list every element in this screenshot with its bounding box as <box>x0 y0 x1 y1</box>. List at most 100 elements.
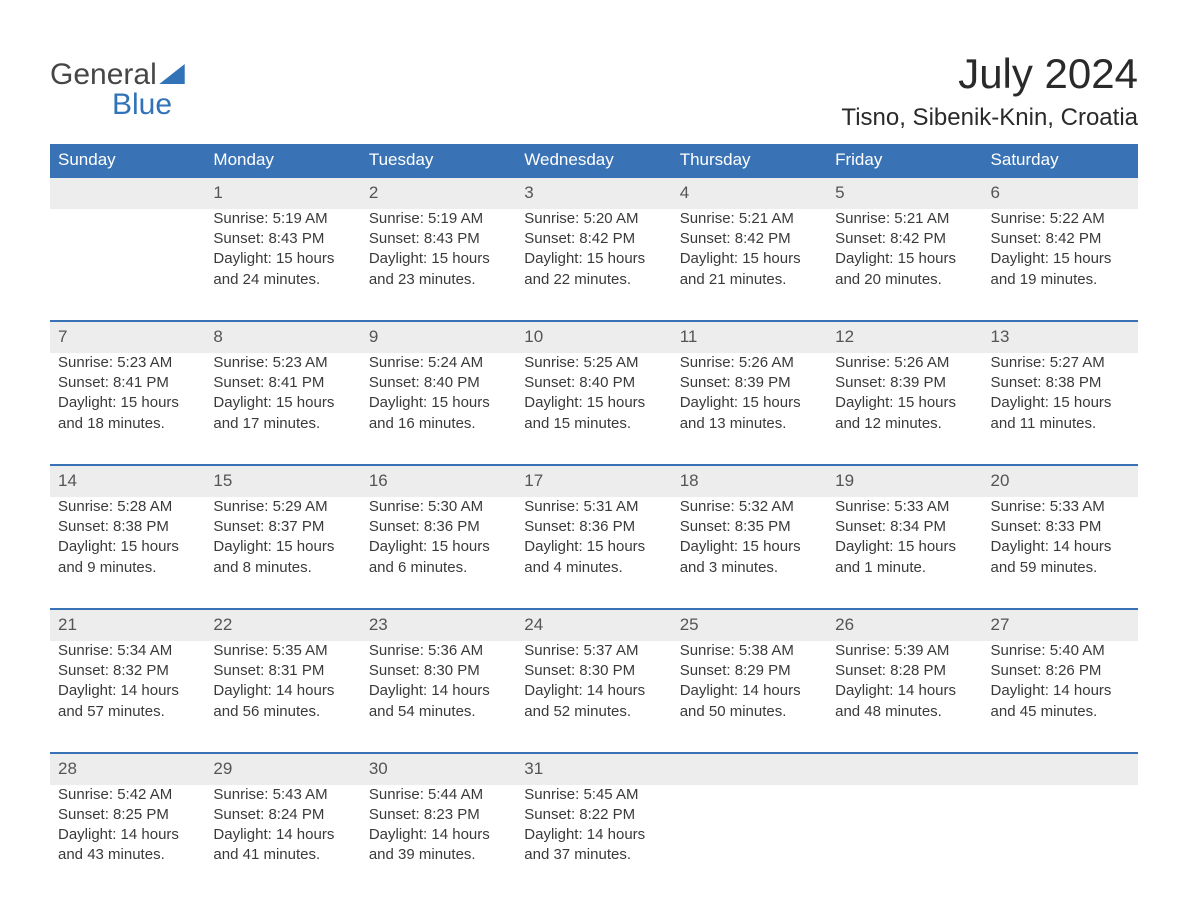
sunrise-text: Sunrise: 5:44 AM <box>369 785 508 805</box>
day-content: Sunrise: 5:35 AMSunset: 8:31 PMDaylight:… <box>213 641 352 722</box>
day-content: Sunrise: 5:33 AMSunset: 8:33 PMDaylight:… <box>991 497 1130 578</box>
daylight-text: Daylight: 15 hours and 21 minutes. <box>680 249 819 290</box>
day-number: 26 <box>835 612 974 639</box>
daylight-text: Daylight: 14 hours and 43 minutes. <box>58 825 197 866</box>
sunset-text: Sunset: 8:30 PM <box>369 661 508 681</box>
day-content: Sunrise: 5:20 AMSunset: 8:42 PMDaylight:… <box>524 209 663 290</box>
day-number-cell: 9 <box>361 321 516 353</box>
day-number: 14 <box>58 468 197 495</box>
sunset-text: Sunset: 8:42 PM <box>991 229 1130 249</box>
day-cell: Sunrise: 5:40 AMSunset: 8:26 PMDaylight:… <box>983 641 1138 753</box>
day-number: 1 <box>213 180 352 207</box>
sunset-text: Sunset: 8:24 PM <box>213 805 352 825</box>
daylight-text: Daylight: 15 hours and 15 minutes. <box>524 393 663 434</box>
daylight-text: Daylight: 15 hours and 16 minutes. <box>369 393 508 434</box>
day-content: Sunrise: 5:27 AMSunset: 8:38 PMDaylight:… <box>991 353 1130 434</box>
day-number: 23 <box>369 612 508 639</box>
day-cell: Sunrise: 5:21 AMSunset: 8:42 PMDaylight:… <box>827 209 982 321</box>
day-number: 27 <box>991 612 1130 639</box>
day-content: Sunrise: 5:21 AMSunset: 8:42 PMDaylight:… <box>680 209 819 290</box>
daylight-text: Daylight: 14 hours and 54 minutes. <box>369 681 508 722</box>
day-content: Sunrise: 5:22 AMSunset: 8:42 PMDaylight:… <box>991 209 1130 290</box>
sunset-text: Sunset: 8:31 PM <box>213 661 352 681</box>
sunset-text: Sunset: 8:29 PM <box>680 661 819 681</box>
day-number-cell: 22 <box>205 609 360 641</box>
daylight-text: Daylight: 14 hours and 45 minutes. <box>991 681 1130 722</box>
day-cell: Sunrise: 5:29 AMSunset: 8:37 PMDaylight:… <box>205 497 360 609</box>
day-number-cell: 4 <box>672 177 827 209</box>
sunrise-text: Sunrise: 5:19 AM <box>213 209 352 229</box>
sunset-text: Sunset: 8:42 PM <box>680 229 819 249</box>
day-number-cell <box>672 753 827 785</box>
daylight-text: Daylight: 15 hours and 24 minutes. <box>213 249 352 290</box>
day-cell: Sunrise: 5:24 AMSunset: 8:40 PMDaylight:… <box>361 353 516 465</box>
day-cell: Sunrise: 5:30 AMSunset: 8:36 PMDaylight:… <box>361 497 516 609</box>
sunset-text: Sunset: 8:35 PM <box>680 517 819 537</box>
sunset-text: Sunset: 8:26 PM <box>991 661 1130 681</box>
day-number: 17 <box>524 468 663 495</box>
day-cell: Sunrise: 5:26 AMSunset: 8:39 PMDaylight:… <box>827 353 982 465</box>
sunset-text: Sunset: 8:38 PM <box>991 373 1130 393</box>
sunrise-text: Sunrise: 5:22 AM <box>991 209 1130 229</box>
day-content: Sunrise: 5:45 AMSunset: 8:22 PMDaylight:… <box>524 785 663 866</box>
sunrise-text: Sunrise: 5:30 AM <box>369 497 508 517</box>
sunrise-text: Sunrise: 5:34 AM <box>58 641 197 661</box>
sunset-text: Sunset: 8:39 PM <box>680 373 819 393</box>
day-cell: Sunrise: 5:20 AMSunset: 8:42 PMDaylight:… <box>516 209 671 321</box>
day-header: Friday <box>827 144 982 177</box>
daylight-text: Daylight: 15 hours and 8 minutes. <box>213 537 352 578</box>
day-number-cell <box>983 753 1138 785</box>
day-content: Sunrise: 5:44 AMSunset: 8:23 PMDaylight:… <box>369 785 508 866</box>
sunset-text: Sunset: 8:40 PM <box>369 373 508 393</box>
day-content: Sunrise: 5:29 AMSunset: 8:37 PMDaylight:… <box>213 497 352 578</box>
daylight-text: Daylight: 14 hours and 41 minutes. <box>213 825 352 866</box>
day-number-cell: 23 <box>361 609 516 641</box>
day-number-cell: 3 <box>516 177 671 209</box>
day-number-cell <box>827 753 982 785</box>
day-content: Sunrise: 5:36 AMSunset: 8:30 PMDaylight:… <box>369 641 508 722</box>
sunrise-text: Sunrise: 5:21 AM <box>835 209 974 229</box>
day-cell: Sunrise: 5:19 AMSunset: 8:43 PMDaylight:… <box>361 209 516 321</box>
sunset-text: Sunset: 8:37 PM <box>213 517 352 537</box>
day-number-cell: 10 <box>516 321 671 353</box>
daylight-text: Daylight: 15 hours and 23 minutes. <box>369 249 508 290</box>
day-content: Sunrise: 5:37 AMSunset: 8:30 PMDaylight:… <box>524 641 663 722</box>
daylight-text: Daylight: 15 hours and 18 minutes. <box>58 393 197 434</box>
daylight-text: Daylight: 14 hours and 52 minutes. <box>524 681 663 722</box>
day-number: 11 <box>680 324 819 351</box>
sunrise-text: Sunrise: 5:26 AM <box>680 353 819 373</box>
day-number-cell: 30 <box>361 753 516 785</box>
sunrise-text: Sunrise: 5:24 AM <box>369 353 508 373</box>
daylight-text: Daylight: 15 hours and 13 minutes. <box>680 393 819 434</box>
day-number-cell: 5 <box>827 177 982 209</box>
day-number: 18 <box>680 468 819 495</box>
day-content: Sunrise: 5:23 AMSunset: 8:41 PMDaylight:… <box>58 353 197 434</box>
title-block: July 2024 Tisno, Sibenik-Knin, Croatia <box>841 50 1138 132</box>
daylight-text: Daylight: 14 hours and 39 minutes. <box>369 825 508 866</box>
day-number-cell: 24 <box>516 609 671 641</box>
sunrise-text: Sunrise: 5:38 AM <box>680 641 819 661</box>
sunrise-text: Sunrise: 5:45 AM <box>524 785 663 805</box>
day-cell: Sunrise: 5:26 AMSunset: 8:39 PMDaylight:… <box>672 353 827 465</box>
brand-sail-icon <box>159 60 185 90</box>
day-number: 6 <box>991 180 1130 207</box>
day-cell: Sunrise: 5:34 AMSunset: 8:32 PMDaylight:… <box>50 641 205 753</box>
day-header: Tuesday <box>361 144 516 177</box>
day-number-cell: 27 <box>983 609 1138 641</box>
sunset-text: Sunset: 8:40 PM <box>524 373 663 393</box>
day-number: 3 <box>524 180 663 207</box>
day-number-cell: 31 <box>516 753 671 785</box>
day-cell: Sunrise: 5:38 AMSunset: 8:29 PMDaylight:… <box>672 641 827 753</box>
day-number: 29 <box>213 756 352 783</box>
day-number: 2 <box>369 180 508 207</box>
day-number-cell: 12 <box>827 321 982 353</box>
day-number: 20 <box>991 468 1130 495</box>
day-number-cell: 13 <box>983 321 1138 353</box>
day-number: 13 <box>991 324 1130 351</box>
day-number: 5 <box>835 180 974 207</box>
sunrise-text: Sunrise: 5:40 AM <box>991 641 1130 661</box>
day-content: Sunrise: 5:26 AMSunset: 8:39 PMDaylight:… <box>680 353 819 434</box>
day-cell: Sunrise: 5:42 AMSunset: 8:25 PMDaylight:… <box>50 785 205 896</box>
day-number-cell: 8 <box>205 321 360 353</box>
day-content: Sunrise: 5:31 AMSunset: 8:36 PMDaylight:… <box>524 497 663 578</box>
